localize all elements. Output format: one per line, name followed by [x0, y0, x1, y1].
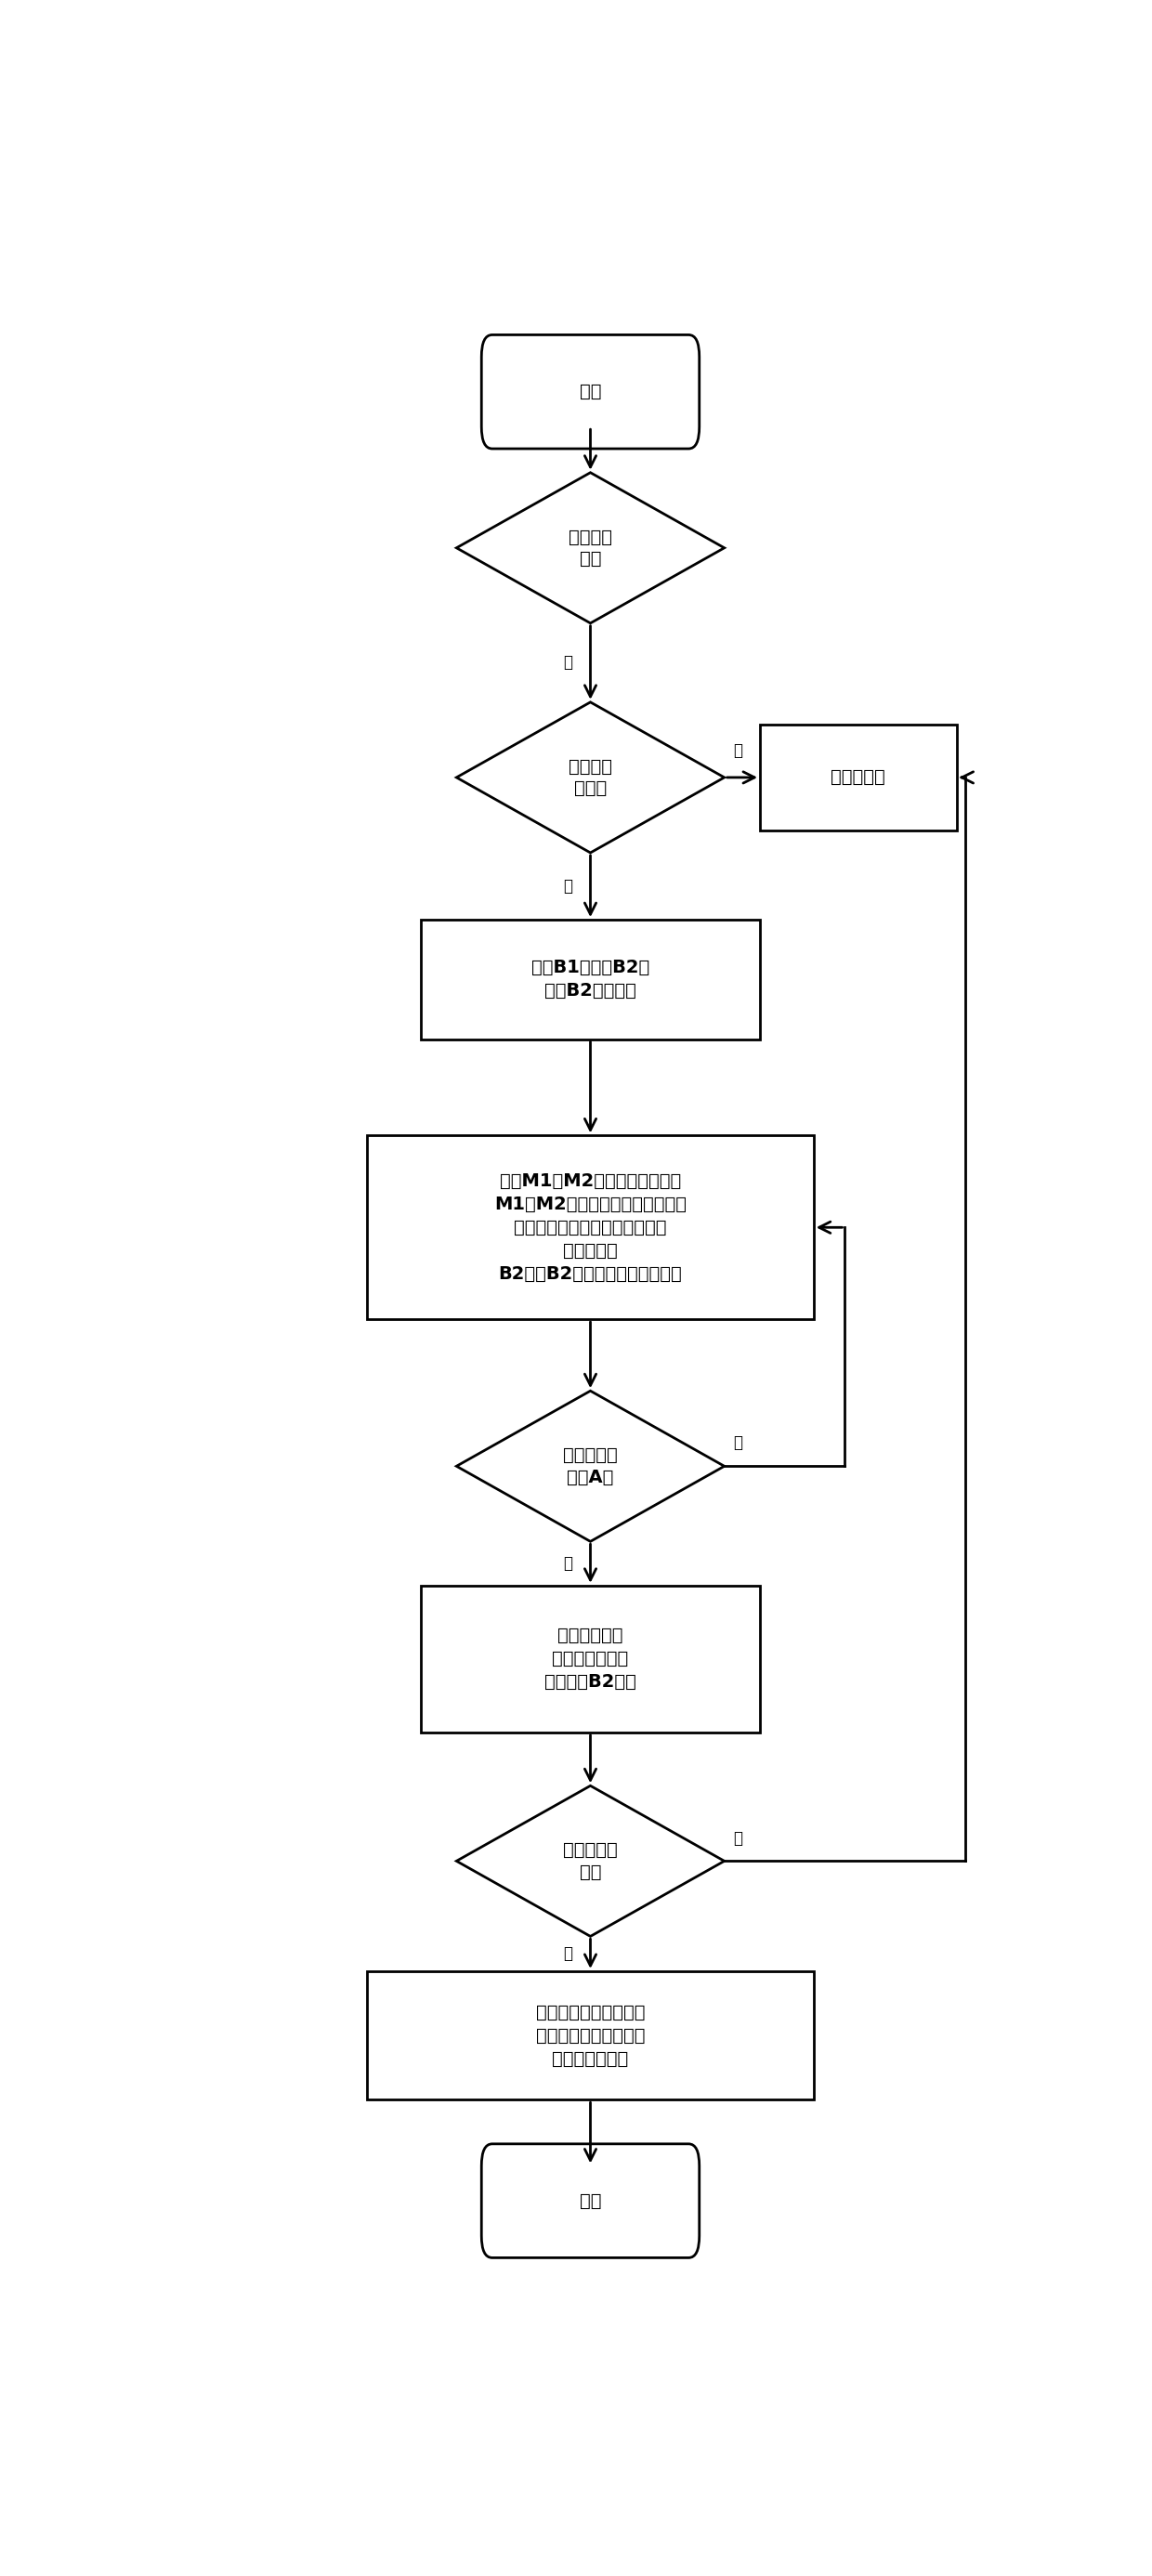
- Bar: [367, 1971, 813, 2099]
- Text: 计算M1、M2电机需求扭矩，将
M1、M2电机需求扭矩及发动机需
求扭矩分别发送到相应控制器并
执行输出，
B2输出B2锁止扭矩至小太阳轮上: 计算M1、M2电机需求扭矩，将 M1、M2电机需求扭矩及发动机需 求扭矩分别发送…: [494, 1172, 687, 1283]
- Text: 否: 否: [733, 1829, 743, 1847]
- Text: 是否起动
发动机: 是否起动 发动机: [569, 757, 612, 796]
- Text: 否: 否: [733, 1435, 743, 1450]
- Text: 纯电动模式: 纯电动模式: [831, 768, 886, 786]
- Text: 是: 是: [563, 878, 573, 894]
- Bar: [367, 1136, 813, 1319]
- Text: 发动机喷油点
火，同时整车控
制器控制B2解锁: 发动机喷油点 火，同时整车控 制器控制B2解锁: [545, 1628, 636, 1690]
- Text: 否: 否: [733, 742, 743, 760]
- Bar: [420, 920, 760, 1038]
- Polygon shape: [456, 471, 725, 623]
- Text: 是: 是: [563, 1945, 573, 1963]
- Polygon shape: [456, 1785, 725, 1937]
- Text: 发动机起动完成并进入
扭矩控制模式，车辆进
入联合驱动模式: 发动机起动完成并进入 扭矩控制模式，车辆进 入联合驱动模式: [536, 2004, 645, 2069]
- Text: 高压起动
请求: 高压起动 请求: [569, 528, 612, 567]
- Bar: [420, 1587, 760, 1734]
- Text: 发动机点火
成功: 发动机点火 成功: [563, 1842, 617, 1880]
- Polygon shape: [456, 703, 725, 853]
- FancyBboxPatch shape: [482, 2143, 699, 2257]
- Polygon shape: [456, 1391, 725, 1540]
- Text: 开始: 开始: [579, 384, 601, 402]
- Text: 解锁B1，锁止B2并
获得B2锁止扭矩: 解锁B1，锁止B2并 获得B2锁止扭矩: [531, 958, 650, 999]
- Text: 结束: 结束: [579, 2192, 601, 2210]
- FancyBboxPatch shape: [482, 335, 699, 448]
- Bar: [760, 724, 956, 829]
- Text: 是: 是: [563, 654, 573, 670]
- Text: 发动机转速
达到A值: 发动机转速 达到A值: [563, 1448, 617, 1486]
- Text: 是: 是: [563, 1556, 573, 1571]
